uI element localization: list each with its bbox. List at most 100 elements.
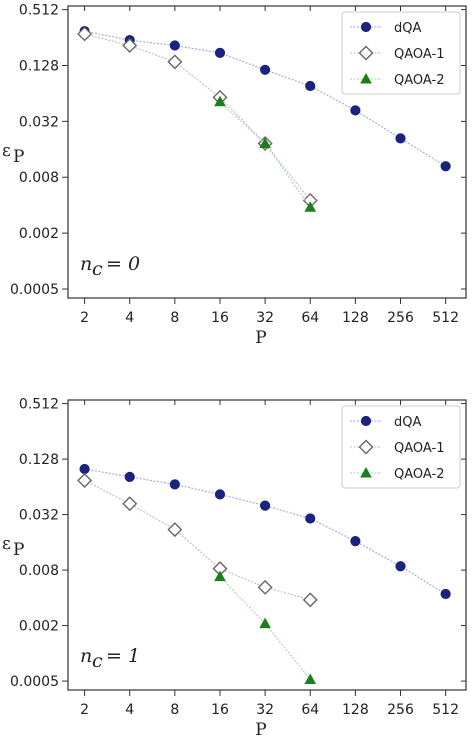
y-tick-label: 0.032 (19, 508, 59, 524)
y-tick-label: 0.0005 (10, 282, 59, 298)
data-point (395, 133, 406, 144)
x-tick-label: 8 (170, 702, 179, 718)
legend: dQA QAOA-1 QAOA-2 (341, 405, 461, 489)
legend-marker-triangle (360, 466, 372, 478)
legend-label: dQA (394, 21, 421, 36)
data-point (214, 95, 226, 107)
legend-box (341, 405, 461, 489)
legend-marker-diamond (358, 45, 374, 61)
series-line (84, 30, 446, 167)
legend-marker-circle (360, 21, 372, 33)
plot-area-frame (67, 399, 467, 691)
legend-marker-triangle (360, 72, 372, 84)
legend: dQA QAOA-1 QAOA-2 (341, 11, 461, 95)
chart-panel-1: 2 4 8 16 32 64 128 256 512 0.0005 0.002 0.008 0.032 0… (2, 3, 467, 348)
legend-label: QAOA-1 (394, 441, 444, 456)
legend-marker-circle (360, 415, 372, 427)
x-tick-label: 128 (342, 310, 369, 326)
data-point (214, 489, 226, 500)
series-line (84, 468, 446, 595)
series-line (219, 576, 311, 680)
series-qaoa-2 (214, 95, 317, 212)
x-tick-label: 512 (432, 702, 459, 718)
data-point (260, 64, 271, 75)
chart-panel-2: 2 4 8 16 32 64 128 256 512 0.0005 0.002 0.008 0.032 0… (2, 397, 467, 740)
data-point (122, 496, 138, 512)
y-tick-label: 0.008 (19, 170, 59, 186)
legend-marker-diamond (358, 439, 374, 455)
data-point (169, 40, 180, 51)
data-point (214, 47, 226, 58)
series-qaoa-1 (77, 472, 318, 608)
y-tick-label: 0.128 (19, 452, 59, 468)
y-tick-label: 0.0005 (10, 674, 59, 690)
data-point (440, 588, 451, 600)
x-tick-label: 256 (387, 702, 414, 718)
data-point (350, 535, 361, 547)
data-point (214, 570, 226, 582)
x-tick-label: 16 (211, 702, 229, 718)
legend-label: QAOA-1 (394, 47, 444, 62)
data-point (304, 673, 317, 684)
legend-label: QAOA-2 (394, 73, 444, 88)
data-point (259, 137, 271, 148)
data-point (167, 54, 183, 70)
y-axis-label-subscript: P (13, 540, 24, 560)
x-tick-label: 64 (301, 702, 319, 718)
y-tick-label: 0.512 (19, 3, 59, 19)
x-tick-label: 256 (387, 310, 414, 326)
y-axis-label: ε (2, 141, 11, 161)
annotation-subscript: c (92, 258, 103, 280)
legend-label: dQA (394, 415, 421, 430)
x-tick-label: 128 (342, 702, 369, 718)
y-axis-label: ε (2, 534, 11, 554)
y-tick-label: 0.008 (19, 563, 59, 579)
x-tick-label: 2 (80, 702, 89, 718)
annotation-rest: = 1 (100, 645, 140, 667)
x-tick-label: 32 (256, 702, 274, 718)
x-tick-label: 32 (256, 310, 274, 326)
data-point (302, 592, 318, 608)
data-point (304, 201, 317, 212)
y-tick-label: 0.002 (19, 619, 59, 635)
data-point (305, 80, 316, 92)
annotation-var: n (80, 253, 92, 275)
data-point (257, 579, 273, 595)
series-line (219, 101, 311, 208)
x-tick-label: 16 (211, 310, 229, 326)
x-tick-label: 512 (432, 310, 459, 326)
series-line (84, 33, 311, 201)
data-point (77, 26, 93, 42)
data-point (395, 561, 406, 572)
y-tick-label: 0.128 (19, 58, 59, 74)
data-point (259, 617, 271, 629)
y-axis-label-subscript: P (13, 147, 24, 167)
legend-label: QAOA-2 (394, 467, 444, 482)
data-point (122, 38, 138, 54)
annotation-var: n (80, 645, 92, 667)
series-qaoa-1 (77, 26, 318, 208)
plot-area-frame (67, 5, 467, 299)
x-tick-label: 8 (170, 310, 179, 326)
data-point (124, 471, 135, 483)
annotation-subscript: c (92, 650, 103, 672)
x-axis-label: P (255, 328, 266, 348)
data-point (305, 513, 316, 524)
data-point (440, 161, 451, 172)
data-point (350, 105, 361, 116)
annotation-rest: = 0 (100, 253, 140, 275)
y-tick-label: 0.032 (19, 114, 59, 130)
x-tick-label: 2 (80, 310, 89, 326)
series-line (84, 479, 311, 601)
data-point (167, 522, 183, 538)
data-point (169, 479, 180, 490)
series-qaoa-2 (214, 570, 317, 684)
x-tick-label: 4 (125, 702, 134, 718)
y-tick-label: 0.512 (19, 397, 59, 413)
